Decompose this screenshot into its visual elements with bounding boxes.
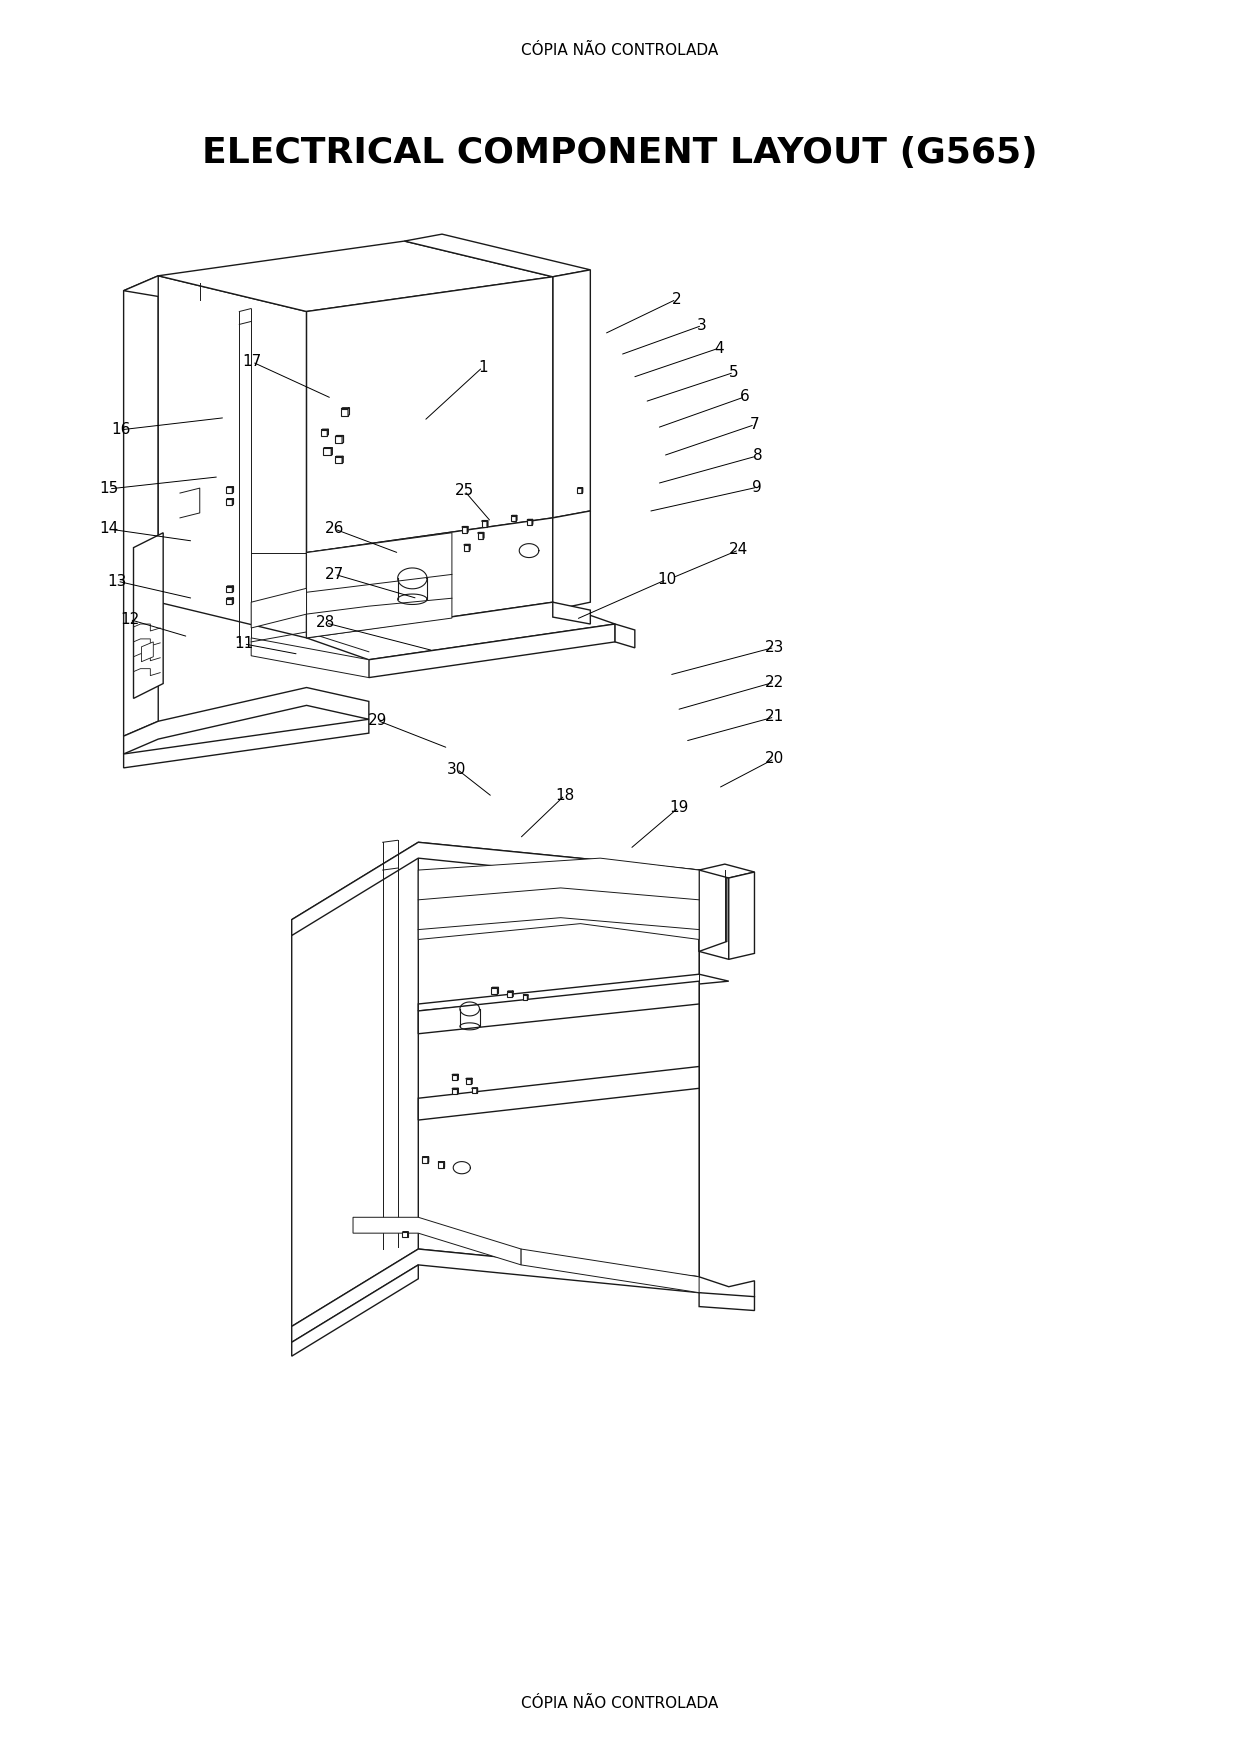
Text: 23: 23: [765, 640, 784, 654]
Text: 1: 1: [477, 360, 487, 375]
Polygon shape: [306, 517, 553, 638]
Polygon shape: [124, 275, 159, 737]
Text: 22: 22: [765, 675, 784, 689]
Text: 2: 2: [672, 291, 681, 307]
Polygon shape: [466, 1079, 471, 1084]
Polygon shape: [464, 545, 469, 551]
Polygon shape: [124, 719, 368, 768]
Text: 20: 20: [765, 751, 784, 766]
Polygon shape: [227, 598, 232, 603]
Polygon shape: [404, 233, 590, 277]
Polygon shape: [477, 533, 484, 538]
Polygon shape: [291, 842, 418, 1326]
Polygon shape: [341, 409, 348, 416]
Text: 16: 16: [112, 423, 130, 437]
Polygon shape: [368, 624, 615, 677]
Polygon shape: [615, 624, 635, 647]
Text: 14: 14: [99, 521, 118, 537]
Polygon shape: [124, 275, 200, 298]
Polygon shape: [227, 500, 232, 505]
Polygon shape: [521, 1249, 699, 1293]
Polygon shape: [335, 458, 342, 463]
Polygon shape: [159, 275, 306, 638]
Polygon shape: [335, 437, 342, 444]
Polygon shape: [306, 533, 451, 638]
Text: 10: 10: [657, 572, 676, 588]
Text: 25: 25: [455, 482, 474, 498]
Polygon shape: [324, 449, 331, 456]
Polygon shape: [403, 1233, 408, 1237]
Text: 18: 18: [556, 788, 574, 803]
Polygon shape: [511, 516, 516, 521]
Polygon shape: [553, 602, 590, 624]
Text: 8: 8: [753, 449, 763, 463]
Text: 15: 15: [99, 481, 118, 496]
Text: 28: 28: [316, 616, 335, 630]
Text: 3: 3: [697, 317, 707, 333]
Polygon shape: [353, 1217, 521, 1265]
Polygon shape: [124, 688, 368, 754]
Text: 29: 29: [367, 712, 387, 728]
Polygon shape: [418, 980, 699, 1033]
Polygon shape: [507, 991, 512, 996]
Text: 12: 12: [120, 612, 139, 626]
Text: 5: 5: [729, 365, 739, 381]
Text: 6: 6: [740, 389, 750, 403]
Polygon shape: [141, 642, 154, 661]
Polygon shape: [553, 510, 590, 610]
Polygon shape: [699, 865, 754, 879]
Polygon shape: [491, 988, 497, 995]
Polygon shape: [159, 240, 553, 312]
Polygon shape: [252, 638, 368, 677]
Polygon shape: [451, 1075, 458, 1080]
Polygon shape: [291, 1265, 418, 1356]
Polygon shape: [438, 1163, 444, 1168]
Text: CÓPIA NÃO CONTROLADA: CÓPIA NÃO CONTROLADA: [521, 1696, 719, 1712]
Polygon shape: [699, 868, 727, 951]
Polygon shape: [321, 430, 327, 435]
Polygon shape: [291, 1249, 754, 1342]
Polygon shape: [418, 858, 699, 940]
Polygon shape: [578, 488, 582, 493]
Polygon shape: [451, 1089, 458, 1094]
Polygon shape: [418, 842, 699, 1277]
Polygon shape: [306, 277, 553, 553]
Polygon shape: [729, 872, 754, 959]
Polygon shape: [423, 1158, 428, 1163]
Polygon shape: [291, 842, 729, 935]
Polygon shape: [418, 973, 729, 1010]
Text: 7: 7: [750, 417, 760, 431]
Polygon shape: [306, 602, 615, 660]
Text: ELECTRICAL COMPONENT LAYOUT (G565): ELECTRICAL COMPONENT LAYOUT (G565): [202, 137, 1038, 170]
Text: 19: 19: [670, 800, 688, 816]
Text: 17: 17: [243, 354, 262, 370]
Polygon shape: [699, 1293, 754, 1310]
Polygon shape: [342, 435, 343, 444]
Polygon shape: [227, 586, 232, 593]
Text: 9: 9: [753, 479, 763, 495]
Polygon shape: [252, 588, 306, 628]
Polygon shape: [418, 1066, 699, 1121]
Text: 11: 11: [234, 637, 253, 651]
Text: CÓPIA NÃO CONTROLADA: CÓPIA NÃO CONTROLADA: [521, 42, 719, 58]
Polygon shape: [699, 870, 729, 959]
Text: 4: 4: [714, 340, 724, 356]
Polygon shape: [134, 533, 164, 698]
Polygon shape: [527, 519, 532, 524]
Polygon shape: [461, 528, 467, 533]
Polygon shape: [553, 270, 590, 517]
Text: 21: 21: [765, 709, 784, 724]
Polygon shape: [481, 521, 487, 526]
Polygon shape: [227, 488, 232, 493]
Text: 26: 26: [325, 521, 343, 537]
Polygon shape: [471, 1089, 477, 1093]
Text: 27: 27: [325, 567, 343, 582]
Polygon shape: [348, 407, 350, 416]
Text: 24: 24: [729, 542, 749, 558]
Polygon shape: [523, 995, 527, 1000]
Text: 30: 30: [448, 761, 466, 777]
Text: 13: 13: [108, 574, 126, 589]
